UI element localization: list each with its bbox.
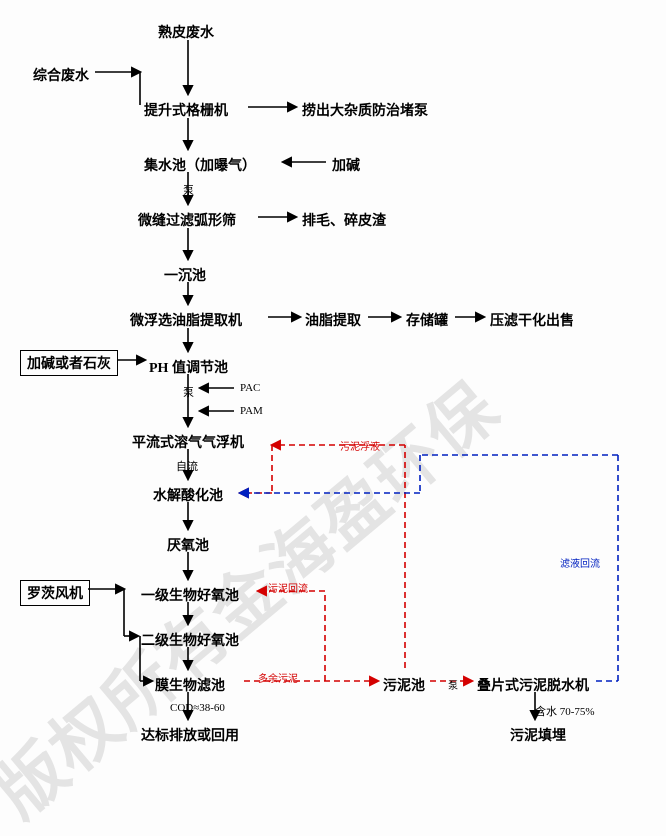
flow-node-n3: 提升式格栅机 bbox=[144, 100, 228, 120]
flow-node-n31: 泵 bbox=[448, 677, 458, 692]
flow-node-n37: 污泥浮液 bbox=[340, 438, 380, 453]
flow-node-n10: 一沉池 bbox=[164, 265, 206, 285]
flow-node-n35: 多余污泥 bbox=[258, 670, 298, 685]
flow-node-n12: 油脂提取 bbox=[305, 310, 361, 330]
flow-node-n6: 加碱 bbox=[332, 155, 360, 175]
flow-node-n26: 二级生物好氧池 bbox=[141, 630, 239, 650]
flow-node-n24: 罗茨风机 bbox=[20, 580, 90, 606]
flow-node-n30: 污泥池 bbox=[383, 675, 425, 695]
flow-node-n23: 厌氧池 bbox=[167, 535, 209, 555]
flow-node-n9: 排毛、碎皮渣 bbox=[302, 210, 386, 230]
flow-node-n17: 泵 bbox=[183, 384, 194, 400]
flow-node-n18: PAC bbox=[240, 382, 260, 394]
flow-node-n7: 泵 bbox=[183, 182, 194, 198]
flow-node-n28: COD≈38-60 bbox=[170, 702, 225, 714]
flow-node-n16: PH 值调节池 bbox=[149, 357, 228, 377]
flow-node-n33: 含水 70-75% bbox=[535, 703, 595, 719]
flow-node-n34: 污泥填埋 bbox=[510, 725, 566, 745]
flow-node-n14: 压滤干化出售 bbox=[490, 310, 574, 330]
flow-node-n21: 自流 bbox=[176, 458, 198, 474]
flow-node-n13: 存储罐 bbox=[406, 310, 448, 330]
flow-node-n36: 污泥回流 bbox=[268, 580, 308, 595]
flow-node-n11: 微浮选油脂提取机 bbox=[130, 310, 242, 330]
flow-node-n20: 平流式溶气气浮机 bbox=[132, 432, 244, 452]
flow-node-n29: 达标排放或回用 bbox=[141, 725, 239, 745]
flow-node-n19: PAM bbox=[240, 405, 263, 417]
flow-node-n8: 微缝过滤弧形筛 bbox=[138, 210, 236, 230]
flow-node-n1: 熟皮废水 bbox=[158, 22, 214, 42]
flow-node-n5: 集水池（加曝气） bbox=[144, 155, 256, 175]
flow-node-n27: 膜生物滤池 bbox=[155, 675, 225, 695]
flow-node-n2: 综合废水 bbox=[33, 65, 89, 85]
flow-node-n4: 捞出大杂质防治堵泵 bbox=[302, 100, 428, 120]
flow-node-n25: 一级生物好氧池 bbox=[141, 585, 239, 605]
flow-node-n32: 叠片式污泥脱水机 bbox=[477, 675, 589, 695]
flow-node-n38: 滤液回流 bbox=[560, 555, 600, 570]
flow-node-n15: 加碱或者石灰 bbox=[20, 350, 118, 376]
flow-node-n22: 水解酸化池 bbox=[153, 485, 223, 505]
